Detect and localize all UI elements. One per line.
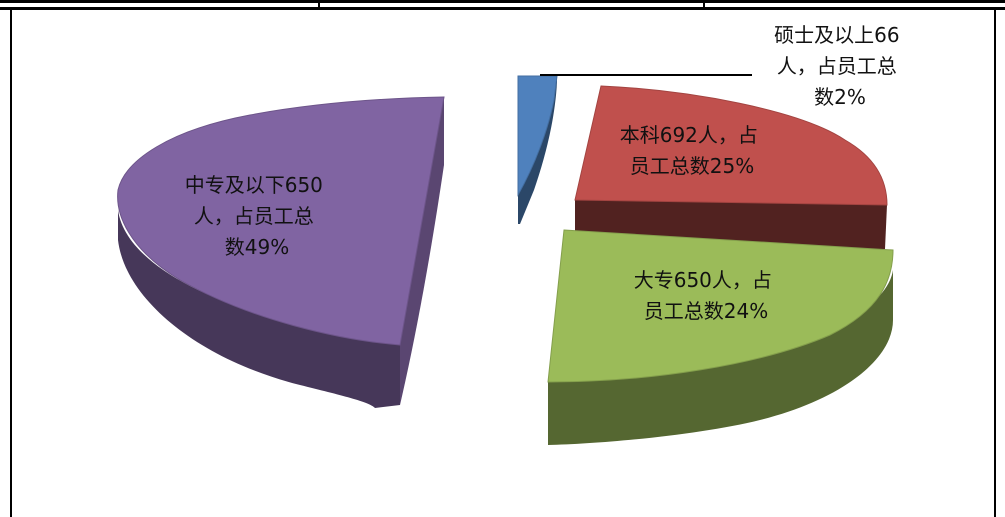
label-line: 人，占员工总 [194,204,314,228]
label-college: 大专650人，占 员工总数24% [634,268,779,323]
label-line: 数49% [225,235,289,259]
slice-side [548,270,893,445]
slice-front-face [400,97,444,405]
table-rule-top [0,0,1005,3]
label-line: 本科692人，占 [620,123,758,147]
slice-secondary-and-below [117,96,445,408]
table-divider-2 [703,0,705,10]
slice-top [117,96,445,346]
slice-top [574,85,888,206]
label-master-and-above: 硕士及以上66 人，占员工总 数2% [774,23,906,109]
slice-side [118,210,400,408]
frame-right-border [994,10,996,517]
slice-labels: 硕士及以上66 人，占员工总 数2% 本科692人，占 员工总数25% 大专65… [185,23,906,323]
table-divider-1 [318,0,320,10]
slice-top [547,229,894,383]
label-line: 员工总数24% [644,299,768,323]
label-line: 人，占员工总 [777,54,897,78]
label-line: 大专650人，占 [634,268,772,292]
slice-college [547,229,894,445]
label-secondary-and-below: 中专及以下650 人，占员工总 数49% [185,173,330,259]
table-rule-second [0,7,1005,10]
label-line: 中专及以下650 [185,173,323,197]
frame-left-border [10,10,12,517]
slice-master-and-above [517,74,752,224]
label-line: 员工总数25% [630,154,754,178]
slice-top [517,75,558,197]
label-line: 数2% [814,85,866,109]
label-line: 硕士及以上66 [774,23,899,47]
label-bachelor: 本科692人，占 员工总数25% [620,123,765,178]
